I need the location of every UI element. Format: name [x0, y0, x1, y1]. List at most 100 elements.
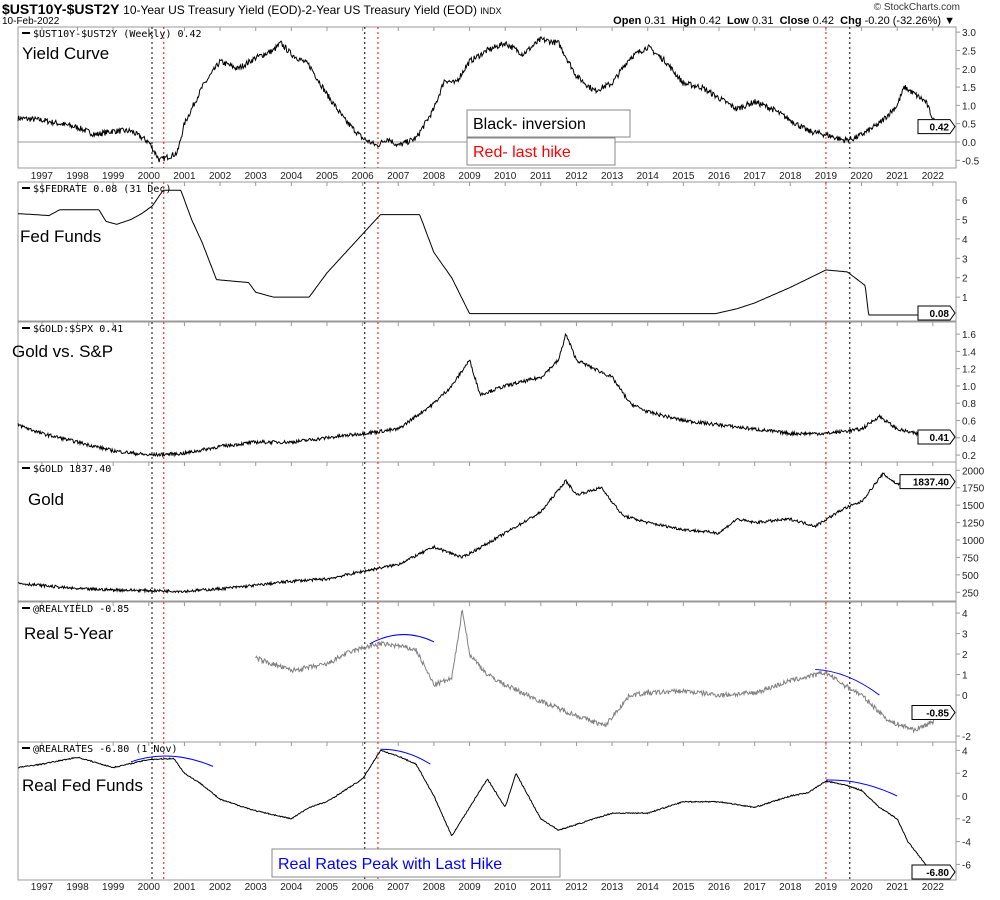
annotation-box: [271, 848, 561, 878]
year-label: 2005: [316, 171, 339, 182]
axis-tick-label: 1.5: [962, 83, 976, 94]
high-label: High: [671, 15, 697, 27]
axis-tick-label: 6: [962, 196, 968, 207]
year-label: 2007: [387, 882, 410, 893]
last-value-tag: [911, 704, 956, 720]
panel-gold: 2000 1750 1500 1250 1000 750 500 250 1837.40 $GOL…: [17, 461, 985, 602]
year-label: 2022: [922, 882, 945, 893]
series-line-real-5-year: [255, 609, 937, 734]
year-label: 2010: [494, 171, 517, 182]
symbol: $UST10Y-$UST2Y: [2, 1, 120, 17]
axis-tick-label: 1750: [962, 484, 985, 495]
annotation-box: [466, 109, 631, 138]
axis-tick-label: 0.0: [962, 138, 976, 149]
axis-tick-label: 2.5: [962, 46, 976, 57]
year-label: 2017: [744, 882, 767, 893]
legend-swatch: [22, 187, 30, 189]
year-label: 2004: [280, 882, 303, 893]
panel-frame: [17, 321, 957, 463]
dropdown-arrow-icon[interactable]: ▼: [944, 15, 955, 27]
year-label: 2002: [209, 171, 232, 182]
axis-tick-label: 1: [962, 671, 968, 682]
series-line-fed-funds: [17, 189, 937, 316]
year-label: 2009: [458, 171, 481, 182]
year-label: 2019: [815, 171, 838, 182]
peak-arc: [369, 634, 435, 645]
year-label: 2002: [209, 882, 232, 893]
legend-swatch: [22, 327, 30, 329]
year-label: 2011: [530, 171, 552, 182]
year-label: 2021: [886, 171, 909, 182]
panel-label: Fed Funds: [20, 227, 101, 246]
axis-tick-label: -2: [962, 815, 971, 826]
axis-tick-label: 0: [962, 691, 968, 702]
panel-legend: $UST10Y-$UST2Y (Weekly) 0.42: [33, 29, 202, 40]
year-label: 2020: [850, 171, 873, 182]
year-label: 2021: [886, 882, 909, 893]
open-label: Open: [613, 15, 642, 27]
year-label: 2011: [530, 882, 552, 893]
red-last-hike-annotation: Red- last hike: [466, 137, 616, 166]
peak-arc: [815, 668, 880, 696]
axis-tick-label: 0.4: [962, 434, 976, 445]
axis-tick-label: 2: [962, 274, 968, 285]
axis-tick-label: 0.5: [962, 120, 976, 131]
year-label: 1999: [102, 171, 125, 182]
panel-label: Real 5-Year: [24, 624, 113, 643]
axis-tick-label: 4: [962, 609, 968, 620]
year-label: 2017: [744, 171, 767, 182]
year-label: 2020: [850, 882, 873, 893]
axis-tick-label: 0.6: [962, 417, 976, 428]
series-line-gold: [17, 472, 937, 594]
year-label: 2007: [387, 171, 410, 182]
last-value-tag: [917, 119, 956, 135]
year-label: 2001: [173, 171, 196, 182]
axis-tick-label: 3: [962, 254, 968, 265]
last-value-tag: [899, 474, 956, 490]
panel-frame: [17, 181, 957, 322]
panel-legend: $GOLD 1837.40: [33, 464, 111, 475]
year-label: 2016: [708, 171, 731, 182]
year-label: 1997: [31, 171, 54, 182]
axis-tick-label: 0.8: [962, 399, 976, 410]
year-label: 2006: [351, 882, 374, 893]
axis-tick-label: -6: [962, 860, 971, 871]
year-label: 2000: [138, 171, 161, 182]
chart-date: 10-Feb-2022: [2, 16, 60, 27]
axis-tick-label: 0: [962, 792, 968, 803]
axis-tick-label: 4: [962, 746, 968, 757]
open-value: 0.31: [644, 15, 666, 27]
black-inversion-annotation: Black- inversion: [466, 109, 631, 138]
panel-legend: @REALRATES -6.80 (1 Nov): [33, 744, 178, 755]
year-label: 2013: [601, 171, 624, 182]
axis-tick-label: 2000: [962, 466, 985, 477]
last-value-label: 1837.40: [913, 478, 950, 489]
panel-label: Gold vs. S&P: [12, 342, 113, 361]
axis-tick-label: 1.2: [962, 365, 976, 376]
axis-tick-label: 1000: [962, 536, 985, 547]
axis-tick-label: 1500: [962, 501, 985, 512]
axis-tick-label: 1.0: [962, 382, 976, 393]
series-line-real-fed-funds: [17, 749, 934, 874]
year-label: 2015: [672, 882, 695, 893]
series-line-yield-curve: [17, 36, 937, 163]
year-label: 2012: [565, 882, 588, 893]
annotation-box: [466, 137, 616, 166]
series-line-gold-vs-sp: [17, 332, 937, 458]
axis-tick-label: 3: [962, 630, 968, 641]
year-label: 2022: [922, 171, 945, 182]
panel-frame: [17, 461, 957, 602]
last-value-label: 0.08: [930, 309, 950, 320]
year-label: 2015: [672, 171, 695, 182]
axis-tick-label: 500: [962, 571, 979, 582]
axis-tick-label: 2: [962, 769, 968, 780]
year-label: 2019: [815, 882, 838, 893]
year-label: 1998: [66, 171, 89, 182]
year-label: 2003: [245, 882, 268, 893]
last-value-label: -0.85: [926, 708, 949, 719]
year-label: 2004: [280, 171, 303, 182]
axis-tick-label: 1.0: [962, 101, 976, 112]
low-label: Low: [726, 15, 749, 27]
low-value: 0.31: [752, 15, 774, 27]
